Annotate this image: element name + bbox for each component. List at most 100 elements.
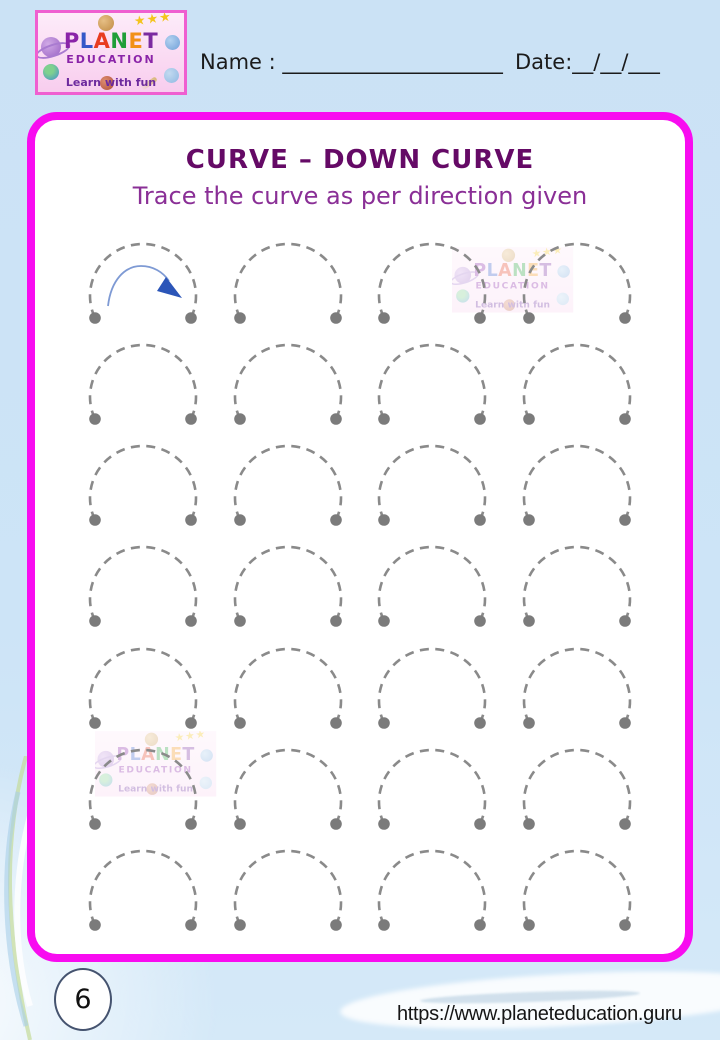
curve-end-dot bbox=[185, 615, 197, 628]
trace-curve-r5c3 bbox=[376, 645, 521, 746]
curve-end-dot bbox=[329, 716, 342, 729]
dashed-arc bbox=[233, 343, 342, 420]
curve-end-dot bbox=[329, 615, 342, 628]
trace-curve-r1c2 bbox=[232, 240, 377, 341]
dashed-arc bbox=[377, 647, 487, 724]
logo: ★★★ PLANET EDUCATION Learn with fun bbox=[35, 10, 187, 95]
curve-start-dot bbox=[233, 817, 246, 830]
trace-curve-r1c4 bbox=[521, 240, 666, 341]
dashed-arc bbox=[233, 444, 342, 521]
logo-word-planet: PLANET bbox=[452, 260, 573, 280]
trace-curve-r3c3 bbox=[376, 442, 521, 543]
curve-start-dot bbox=[89, 817, 101, 830]
curve-start-dot bbox=[522, 919, 535, 931]
dashed-arc bbox=[88, 242, 198, 319]
dashed-arc bbox=[233, 748, 342, 825]
logo-letter: L bbox=[79, 29, 94, 53]
curve-end-dot bbox=[329, 817, 342, 830]
logo-letter: P bbox=[473, 260, 487, 281]
logo-letter: E bbox=[128, 29, 144, 53]
logo-letter: P bbox=[63, 29, 80, 53]
worksheet-card: CURVE – DOWN CURVE Trace the curve as pe… bbox=[27, 112, 693, 962]
dashed-arc bbox=[233, 242, 342, 319]
trace-curve-r7c2 bbox=[232, 847, 377, 948]
curve-start-dot bbox=[233, 615, 246, 628]
trace-curve-r6c1 bbox=[87, 746, 232, 847]
trace-curve-r4c4 bbox=[521, 543, 666, 644]
logo-core: ★★★ PLANET EDUCATION Learn with fun bbox=[38, 13, 184, 92]
trace-curve-r5c2 bbox=[232, 645, 377, 746]
curve-end-dot bbox=[618, 919, 631, 931]
curve-end-dot bbox=[474, 514, 486, 527]
dashed-arc bbox=[88, 748, 198, 825]
curve-end-dot bbox=[474, 716, 486, 729]
logo-letter: N bbox=[110, 29, 129, 53]
website-url[interactable]: https://www.planeteducation.guru bbox=[396, 1003, 682, 1025]
curve-start-dot bbox=[89, 615, 101, 628]
worksheet-title: CURVE – DOWN CURVE bbox=[185, 145, 535, 175]
curve-end-dot bbox=[329, 413, 342, 425]
trace-curve-r7c3 bbox=[376, 847, 521, 948]
logo-word-education: EDUCATION bbox=[66, 53, 156, 66]
dashed-arc bbox=[522, 343, 631, 420]
curve-start-dot bbox=[378, 817, 390, 830]
planet-blue2-icon bbox=[556, 292, 570, 306]
curve-start-dot bbox=[233, 413, 246, 425]
curve-end-dot bbox=[474, 413, 486, 425]
curve-end-dot bbox=[618, 716, 631, 729]
curve-start-dot bbox=[522, 817, 535, 830]
dashed-arc bbox=[377, 343, 487, 420]
planet-tan-icon bbox=[144, 732, 159, 746]
planet-blue-icon bbox=[165, 35, 180, 50]
dashed-arc bbox=[522, 444, 631, 521]
curve-start-dot bbox=[89, 716, 101, 729]
curve-start-dot bbox=[378, 615, 390, 628]
curve-start-dot bbox=[522, 716, 535, 729]
logo-tagline: Learn with fun bbox=[118, 783, 194, 795]
logo-letter: L bbox=[129, 744, 142, 765]
logo-word-planet: PLANET bbox=[38, 29, 184, 53]
curve-end-dot bbox=[618, 514, 631, 527]
trace-curve-r7c4 bbox=[521, 847, 666, 948]
dashed-arc bbox=[88, 444, 198, 521]
trace-curve-r5c4 bbox=[521, 645, 666, 746]
worksheet-instruction: Trace the curve as per direction given bbox=[132, 182, 588, 210]
curve-end-dot bbox=[185, 312, 197, 324]
curve-end-dot bbox=[618, 413, 631, 425]
trace-curve-r5c1 bbox=[87, 645, 232, 746]
curve-end-dot bbox=[185, 919, 197, 931]
planet-saturn-icon bbox=[454, 266, 472, 284]
curve-end-dot bbox=[474, 312, 486, 324]
logo-tagline: Learn with fun bbox=[65, 76, 157, 89]
trace-curve-r2c2 bbox=[232, 341, 377, 442]
curve-start-dot bbox=[522, 615, 535, 628]
watermark-logo-1: ★★★ PLANET EDUCATION Learn with fun bbox=[452, 247, 598, 326]
curve-end-dot bbox=[618, 312, 631, 324]
curve-start-dot bbox=[233, 919, 246, 931]
trace-curve-r6c2 bbox=[232, 746, 377, 847]
curve-start-dot bbox=[378, 716, 390, 729]
planet-earth-icon bbox=[99, 773, 113, 787]
curve-start-dot bbox=[89, 413, 101, 425]
logo-letter: N bbox=[512, 260, 528, 281]
trace-curve-r4c1 bbox=[87, 543, 232, 644]
dashed-arc bbox=[377, 444, 487, 521]
trace-curve-r6c3 bbox=[376, 746, 521, 847]
trace-curve-r6c4 bbox=[521, 746, 666, 847]
curve-start-dot bbox=[522, 413, 535, 425]
logo-letter: E bbox=[170, 744, 183, 765]
planet-blue-icon bbox=[200, 749, 213, 762]
planet-earth-icon bbox=[43, 64, 59, 80]
curve-start-dot bbox=[522, 514, 535, 527]
curve-start-dot bbox=[378, 413, 390, 425]
dashed-arc bbox=[522, 546, 631, 622]
curve-start-dot bbox=[233, 514, 246, 527]
curve-end-dot bbox=[329, 919, 342, 931]
curve-start-dot bbox=[89, 919, 101, 931]
trace-curve-r3c2 bbox=[232, 442, 377, 543]
dashed-arc bbox=[88, 546, 198, 622]
page-number: 6 bbox=[74, 984, 92, 1015]
dashed-arc bbox=[377, 748, 487, 825]
date-field: Date:__/__/___ bbox=[515, 50, 660, 74]
